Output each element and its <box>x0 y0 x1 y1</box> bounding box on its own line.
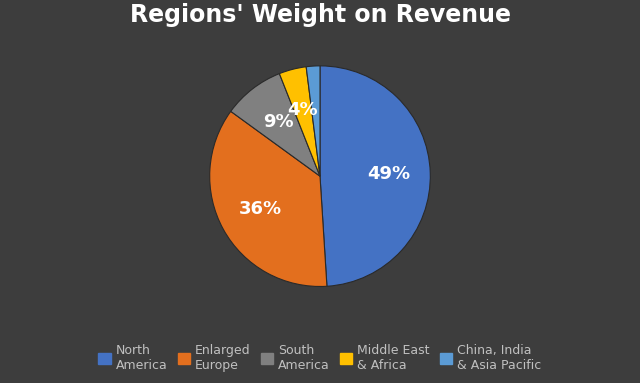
Wedge shape <box>320 66 430 286</box>
Text: 36%: 36% <box>239 200 282 218</box>
Text: 9%: 9% <box>263 113 293 131</box>
Wedge shape <box>280 67 320 176</box>
Text: 4%: 4% <box>288 101 318 119</box>
Wedge shape <box>231 74 320 176</box>
Text: 49%: 49% <box>367 165 410 183</box>
Title: Regions' Weight on Revenue: Regions' Weight on Revenue <box>129 3 511 27</box>
Wedge shape <box>306 66 320 176</box>
Wedge shape <box>210 111 327 286</box>
Legend: North
America, Enlarged
Europe, South
America, Middle East
& Africa, China, Indi: North America, Enlarged Europe, South Am… <box>93 339 547 377</box>
